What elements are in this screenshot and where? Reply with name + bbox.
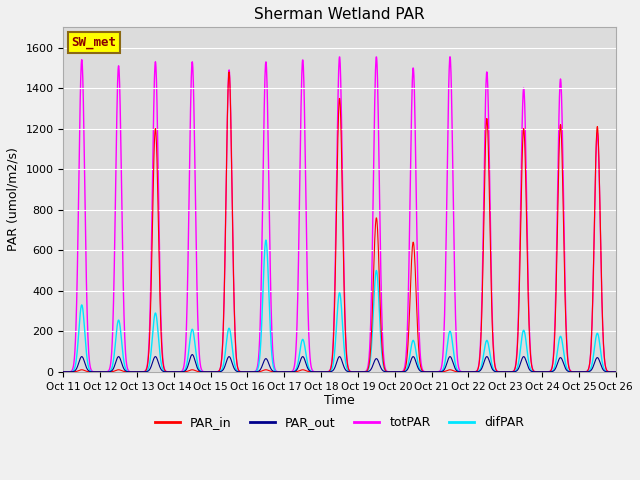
Legend: PAR_in, PAR_out, totPAR, difPAR: PAR_in, PAR_out, totPAR, difPAR	[150, 411, 529, 434]
Y-axis label: PAR (umol/m2/s): PAR (umol/m2/s)	[7, 147, 20, 252]
Text: SW_met: SW_met	[72, 36, 116, 49]
X-axis label: Time: Time	[324, 394, 355, 408]
Title: Sherman Wetland PAR: Sherman Wetland PAR	[254, 7, 425, 22]
